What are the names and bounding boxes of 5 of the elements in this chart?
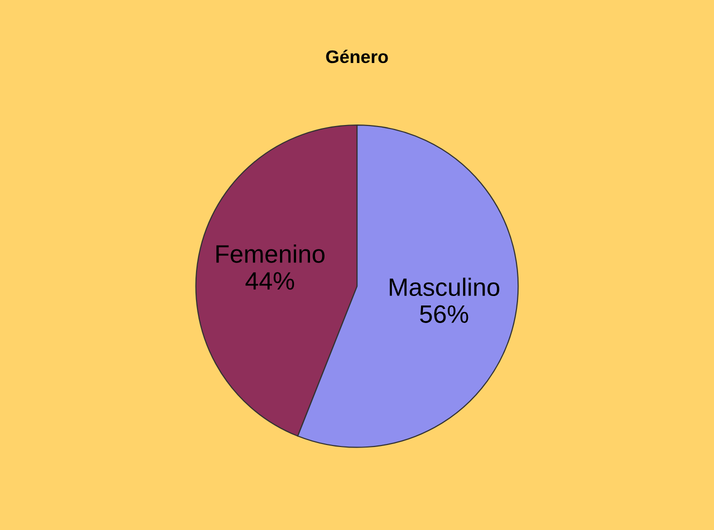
data-label: 44% [246, 272, 294, 290]
chart-title: Género [326, 50, 388, 64]
slice-label: Femenino [216, 244, 324, 263]
data-label: 56% [420, 305, 468, 323]
slice-label: Masculino [390, 278, 500, 296]
